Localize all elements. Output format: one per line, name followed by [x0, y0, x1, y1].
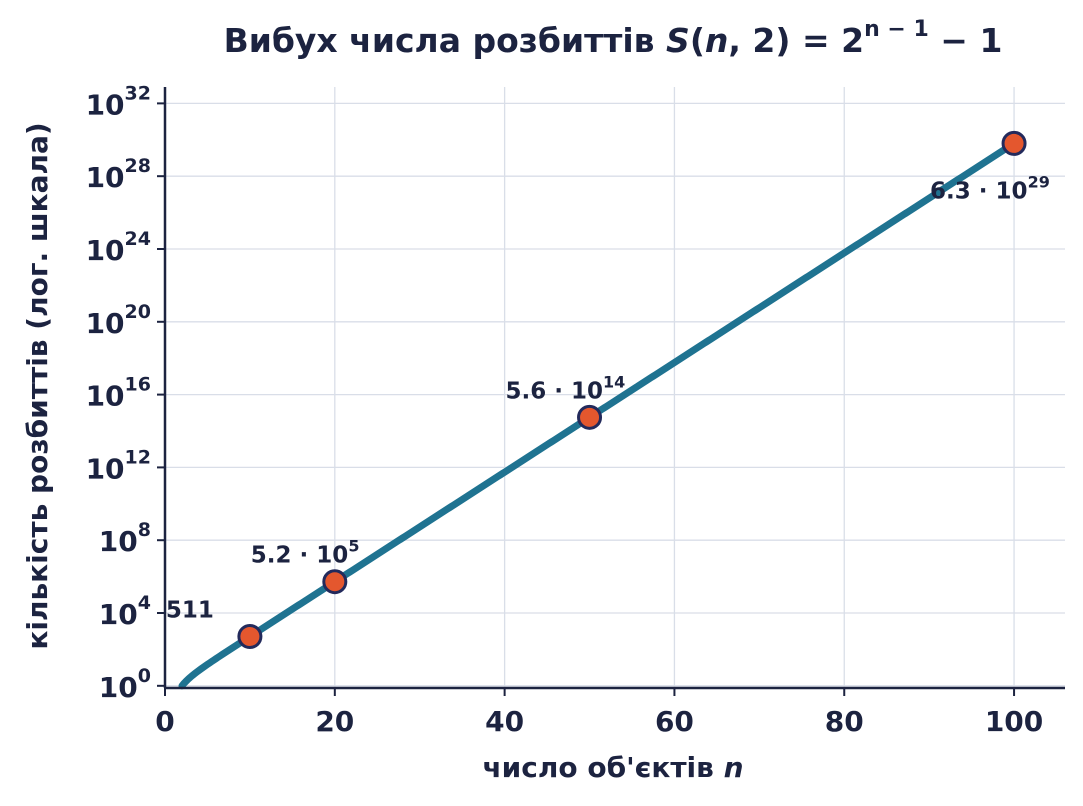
- point-annotations: 511 5.2 · 105 5.6 · 1014 6.3 · 1029: [166, 172, 1050, 623]
- point-annotation: 6.3 · 1029: [930, 172, 1050, 204]
- highlighted-points: [237, 130, 1027, 650]
- y-tick-label: 1012: [86, 446, 151, 485]
- point-annotation: 5.6 · 1014: [506, 372, 626, 404]
- y-tick-label: 1016: [86, 374, 151, 413]
- y-tick-label: 1024: [86, 228, 151, 267]
- x-axis-ticks: 0 20 40 60 80 100: [155, 688, 1043, 738]
- y-tick-label: 1028: [86, 155, 151, 194]
- chart-title: Вибух числа розбиттів S(n, 2) = 2n − 1 −…: [224, 17, 1003, 60]
- grid: [164, 87, 1065, 688]
- y-axis-label: кількість розбиттів (лог. шкала): [21, 122, 54, 649]
- data-point-marker: [577, 404, 603, 430]
- x-tick-label: 80: [825, 705, 864, 738]
- point-annotation: 511: [166, 598, 214, 624]
- y-tick-label: 104: [99, 592, 151, 631]
- x-tick-label: 20: [315, 705, 354, 738]
- point-annotation: 5.2 · 105: [251, 537, 360, 569]
- x-tick-label: 60: [655, 705, 694, 738]
- y-tick-label: 1032: [86, 82, 151, 121]
- y-tick-label: 100: [99, 665, 151, 704]
- y-tick-label: 108: [99, 519, 151, 558]
- data-point-marker: [237, 624, 263, 650]
- x-tick-label: 100: [985, 705, 1043, 738]
- y-tick-label: 1020: [86, 301, 151, 340]
- data-point-marker: [322, 569, 348, 595]
- x-axis-label: число об'єктів n: [482, 751, 743, 784]
- y-axis-ticks: 100 104 108 1012 1016 1020 1024 1028 1032: [86, 82, 165, 704]
- x-tick-label: 0: [155, 705, 174, 738]
- data-point-marker: [1001, 130, 1027, 156]
- x-tick-label: 40: [485, 705, 524, 738]
